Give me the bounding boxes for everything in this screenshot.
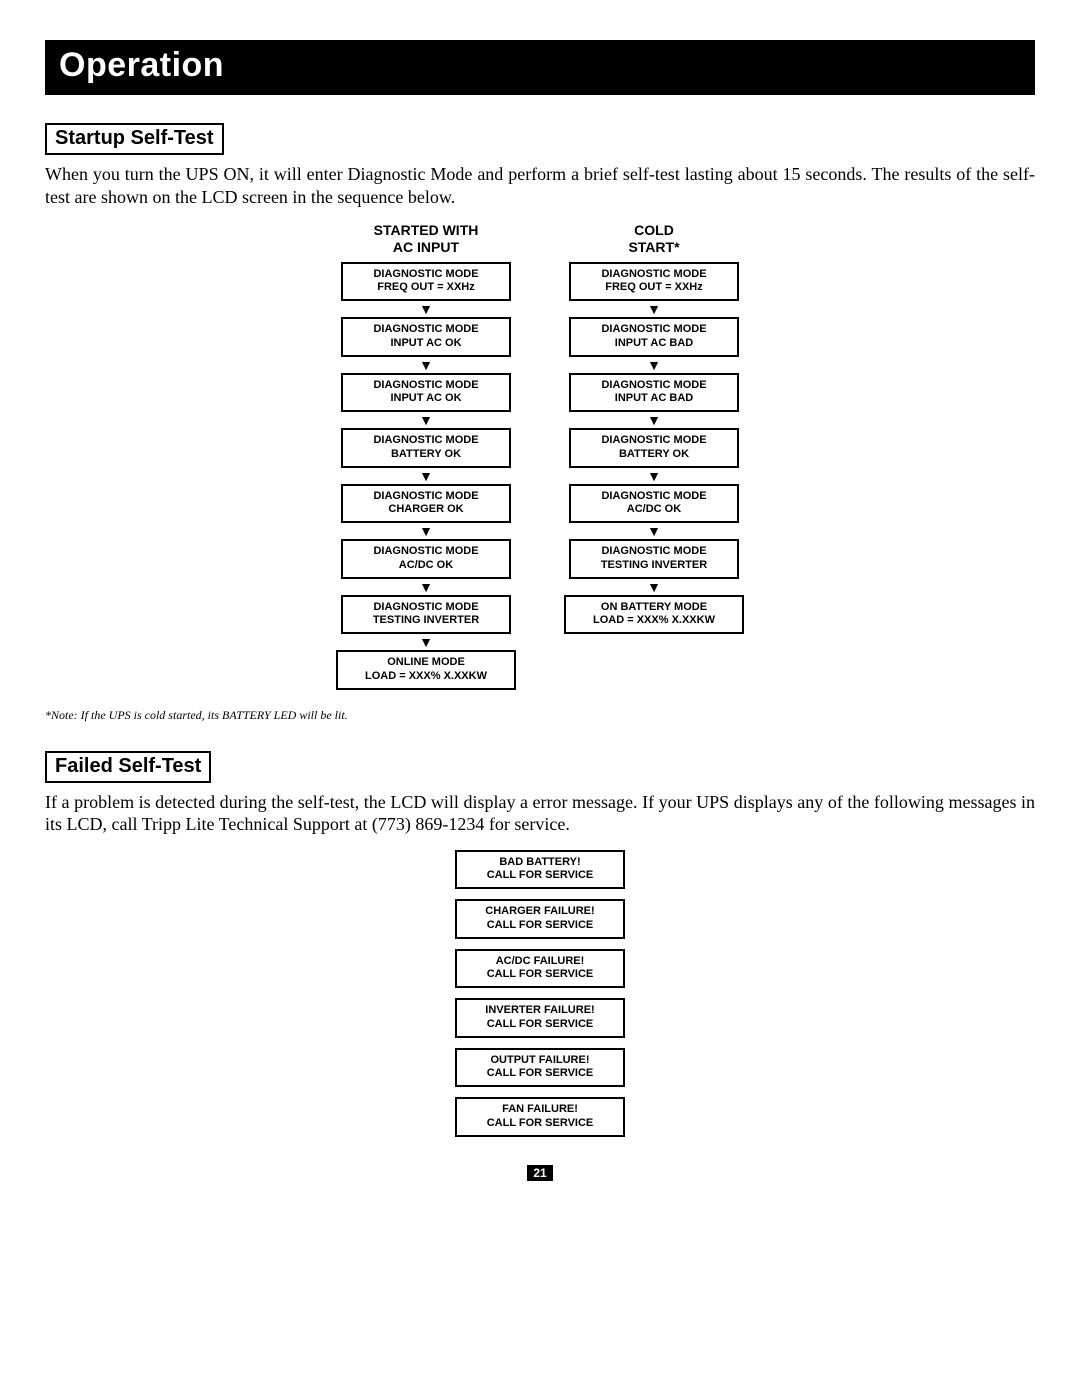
down-arrow-icon: ▼: [419, 580, 433, 594]
flow-box: DIAGNOSTIC MODE INPUT AC BAD: [569, 373, 739, 413]
section-heading-startup: Startup Self-Test: [45, 123, 224, 155]
failure-box: OUTPUT FAILURE! CALL FOR SERVICE: [455, 1048, 625, 1088]
down-arrow-icon: ▼: [647, 580, 661, 594]
page-number: 21: [527, 1165, 553, 1181]
flow-box: DIAGNOSTIC MODE FREQ OUT = XXHz: [569, 262, 739, 302]
flow-box: DIAGNOSTIC MODE CHARGER OK: [341, 484, 511, 524]
flow-box: DIAGNOSTIC MODE AC/DC OK: [569, 484, 739, 524]
failure-box: INVERTER FAILURE! CALL FOR SERVICE: [455, 998, 625, 1038]
flow-col-header: COLD START*: [628, 222, 679, 256]
down-arrow-icon: ▼: [647, 358, 661, 372]
flow-box: DIAGNOSTIC MODE TESTING INVERTER: [341, 595, 511, 635]
failure-box: FAN FAILURE! CALL FOR SERVICE: [455, 1097, 625, 1137]
flow-box: DIAGNOSTIC MODE INPUT AC OK: [341, 317, 511, 357]
cold-start-note: *Note: If the UPS is cold started, its B…: [45, 708, 1035, 723]
flow-box: DIAGNOSTIC MODE INPUT AC OK: [341, 373, 511, 413]
down-arrow-icon: ▼: [419, 524, 433, 538]
startup-flow: STARTED WITH AC INPUT DIAGNOSTIC MODE FR…: [45, 222, 1035, 690]
flow-box: DIAGNOSTIC MODE TESTING INVERTER: [569, 539, 739, 579]
failed-selftest-list: BAD BATTERY! CALL FOR SERVICE CHARGER FA…: [45, 850, 1035, 1137]
down-arrow-icon: ▼: [419, 413, 433, 427]
down-arrow-icon: ▼: [419, 302, 433, 316]
page-title: Operation: [59, 46, 224, 84]
down-arrow-icon: ▼: [647, 524, 661, 538]
page-title-bar: Operation: [45, 40, 1035, 95]
section-body-startup: When you turn the UPS ON, it will enter …: [45, 163, 1035, 208]
flow-box: DIAGNOSTIC MODE AC/DC OK: [341, 539, 511, 579]
down-arrow-icon: ▼: [419, 358, 433, 372]
flow-box: DIAGNOSTIC MODE INPUT AC BAD: [569, 317, 739, 357]
flow-box: DIAGNOSTIC MODE BATTERY OK: [341, 428, 511, 468]
flow-col-cold-start: COLD START* DIAGNOSTIC MODE FREQ OUT = X…: [564, 222, 744, 690]
flow-box: DIAGNOSTIC MODE FREQ OUT = XXHz: [341, 262, 511, 302]
section-heading-failed: Failed Self-Test: [45, 751, 211, 783]
down-arrow-icon: ▼: [647, 469, 661, 483]
flow-col-header: STARTED WITH AC INPUT: [374, 222, 479, 256]
down-arrow-icon: ▼: [419, 635, 433, 649]
flow-box: DIAGNOSTIC MODE BATTERY OK: [569, 428, 739, 468]
failure-box: CHARGER FAILURE! CALL FOR SERVICE: [455, 899, 625, 939]
flow-col-ac-input: STARTED WITH AC INPUT DIAGNOSTIC MODE FR…: [336, 222, 516, 690]
page: Operation Startup Self-Test When you tur…: [0, 0, 1080, 1201]
failure-box: BAD BATTERY! CALL FOR SERVICE: [455, 850, 625, 890]
down-arrow-icon: ▼: [419, 469, 433, 483]
failure-box: AC/DC FAILURE! CALL FOR SERVICE: [455, 949, 625, 989]
flow-box: ONLINE MODE LOAD = XXX% X.XXKW: [336, 650, 516, 690]
down-arrow-icon: ▼: [647, 413, 661, 427]
down-arrow-icon: ▼: [647, 302, 661, 316]
flow-box: ON BATTERY MODE LOAD = XXX% X.XXKW: [564, 595, 744, 635]
section-body-failed: If a problem is detected during the self…: [45, 791, 1035, 836]
